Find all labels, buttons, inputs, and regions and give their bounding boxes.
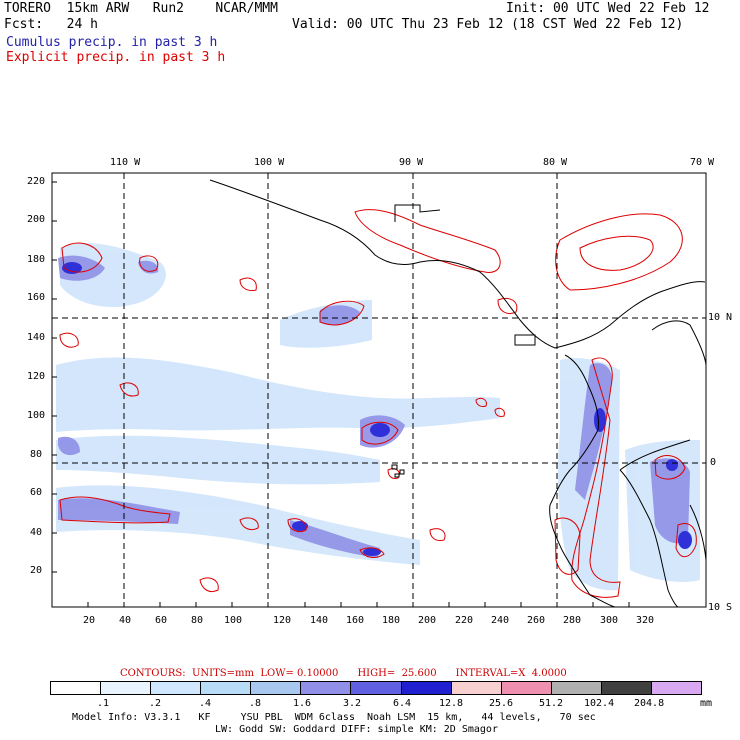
colorbar-label: .4	[199, 698, 212, 709]
colorbar-label: .8	[249, 698, 262, 709]
valid-time: Valid: 00 UTC Thu 23 Feb 12 (18 CST Wed …	[292, 17, 684, 32]
model-info: Model Info: V3.3.1 KF YSU PBL WDM 6class…	[72, 712, 596, 723]
galapagos-islands	[391, 464, 405, 478]
model-physics: LW: Godd SW: Goddard DIFF: simple KM: 2D…	[215, 724, 498, 735]
y-tick: 80	[30, 449, 43, 460]
colorbar-swatch	[301, 682, 352, 694]
colorbar-swatch	[351, 682, 402, 694]
x-tick: 120	[273, 615, 292, 626]
model-title: TORERO 15km ARW Run2 NCAR/MMM	[4, 1, 278, 16]
x-tick: 60	[155, 615, 168, 626]
y-tick: 100	[27, 410, 46, 421]
contours-info: CONTOURS: UNITS=mm LOW= 0.10000 HIGH= 25…	[120, 668, 567, 679]
colorbar-label: 3.2	[343, 698, 362, 709]
colorbar-label: .2	[149, 698, 162, 709]
colorbar-label: 204.8	[634, 698, 665, 709]
y-tick: 160	[27, 292, 46, 303]
x-tick: 280	[563, 615, 582, 626]
colorbar-label: 102.4	[584, 698, 615, 709]
y-tick: 60	[30, 487, 43, 498]
y-tick: 180	[27, 254, 46, 265]
x-tick: 260	[527, 615, 546, 626]
x-tick: 40	[119, 615, 132, 626]
lon-label-80w: 80 W	[543, 157, 568, 168]
x-tick: 180	[382, 615, 401, 626]
x-tick: 240	[491, 615, 510, 626]
x-tick: 140	[310, 615, 329, 626]
x-tick: 320	[636, 615, 655, 626]
colorbar-swatch	[551, 682, 602, 694]
colorbar-swatch	[401, 682, 452, 694]
lon-label-90w: 90 W	[399, 157, 424, 168]
colorbar-swatch	[101, 682, 152, 694]
colorbar-label: .1	[97, 698, 110, 709]
y-tick: 40	[30, 527, 43, 538]
y-tick: 200	[27, 214, 46, 225]
lat-label-10s: 10 S	[708, 602, 733, 613]
cumulus-precip-deep	[62, 262, 692, 556]
lon-label-110w: 110 W	[110, 157, 141, 168]
lon-label-100w: 100 W	[254, 157, 285, 168]
colorbar-swatch	[51, 682, 102, 694]
forecast-hour: Fcst: 24 h	[4, 17, 98, 32]
x-tick: 100	[224, 615, 243, 626]
legend-explicit: Explicit precip. in past 3 h	[6, 50, 226, 65]
colorbar-label: 6.4	[393, 698, 412, 709]
x-tick: 200	[418, 615, 437, 626]
x-tick: 220	[455, 615, 474, 626]
y-tick: 220	[27, 176, 46, 187]
explicit-precip-contours	[59, 209, 697, 598]
x-tick: 20	[83, 615, 96, 626]
lon-label-70w: 70 W	[690, 157, 715, 168]
colorbar-swatch	[251, 682, 302, 694]
init-time: Init: 00 UTC Wed 22 Feb 12	[506, 1, 710, 16]
colorbar-swatch	[651, 682, 702, 694]
colorbar-swatch	[151, 682, 202, 694]
y-tick: 140	[27, 332, 46, 343]
lat-label-0: 0	[710, 457, 717, 468]
colorbar-swatch	[451, 682, 502, 694]
axis-ticks	[52, 181, 630, 607]
lat-label-10n: 10 N	[708, 312, 733, 323]
legend-cumulus: Cumulus precip. in past 3 h	[6, 35, 218, 50]
x-tick: 300	[600, 615, 619, 626]
y-tick: 120	[27, 371, 46, 382]
colorbar-label: 51.2	[539, 698, 564, 709]
x-tick: 80	[191, 615, 204, 626]
colorbar-label: 1.6	[293, 698, 312, 709]
colorbar-label: 25.6	[489, 698, 514, 709]
colorbar-unit: mm	[700, 698, 713, 709]
lat-lon-grid	[52, 173, 706, 607]
colorbar-swatch	[601, 682, 652, 694]
colorbar	[50, 681, 702, 695]
colorbar-label: 12.8	[439, 698, 464, 709]
x-tick: 160	[346, 615, 365, 626]
y-tick: 20	[30, 565, 43, 576]
colorbar-swatch	[501, 682, 552, 694]
colorbar-swatch	[201, 682, 252, 694]
